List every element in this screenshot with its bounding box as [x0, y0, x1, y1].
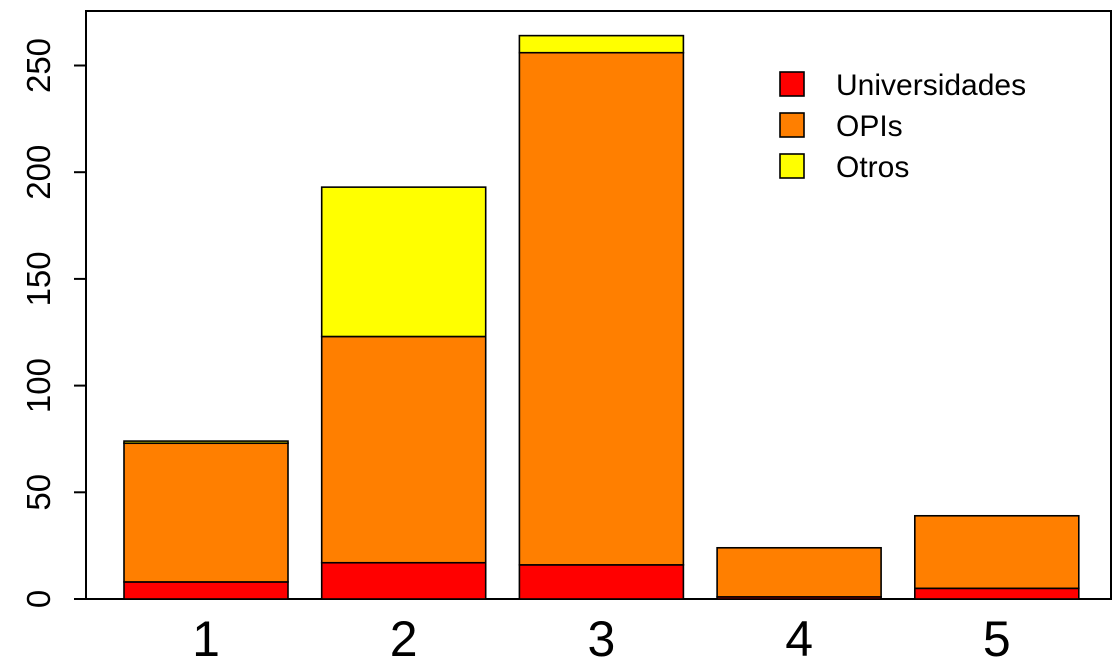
bar-segment-universidades-5 [913, 587, 1080, 600]
bar-segment-otros-1 [123, 440, 289, 445]
legend-label-universidades: Universidades [836, 69, 1026, 102]
x-tick-label-2: 2 [390, 611, 418, 663]
bar-segment-opis-3 [518, 51, 685, 566]
bar-segment-opis-5 [913, 514, 1080, 590]
x-axis-labels: 1 2 3 4 5 [192, 611, 1011, 663]
bar-segment-opis-4 [716, 546, 882, 598]
bar-segment-universidades-2 [320, 561, 487, 600]
bar-segment-universidades-3 [518, 564, 685, 600]
legend: Universidades OPIs Otros [779, 69, 1026, 184]
y-axis: 0 50 100 150 200 250 [20, 38, 87, 608]
x-tick-label-5: 5 [983, 611, 1011, 663]
legend-swatch-otros [779, 153, 805, 179]
legend-swatch-universidades [779, 71, 805, 97]
bar-segment-otros-2 [320, 186, 487, 338]
y-tick-label: 50 [20, 474, 57, 511]
x-tick-label-3: 3 [587, 611, 615, 663]
y-tick-label: 250 [20, 38, 57, 93]
y-tick-label: 100 [20, 358, 57, 413]
x-tick-label-1: 1 [192, 611, 220, 663]
y-tick-label: 200 [20, 145, 57, 200]
bar-segment-opis-1 [123, 442, 289, 583]
y-tick-label: 150 [20, 251, 57, 306]
bar-stacks [123, 34, 1080, 600]
legend-label-otros: Otros [836, 151, 909, 184]
legend-swatch-opis [779, 112, 805, 138]
legend-label-opis: OPIs [836, 110, 903, 143]
bar-segment-opis-2 [320, 335, 487, 564]
y-tick-label: 0 [20, 590, 57, 608]
bar-segment-otros-3 [518, 34, 685, 54]
x-tick-label-4: 4 [785, 611, 813, 663]
bar-segment-universidades-1 [123, 581, 289, 600]
